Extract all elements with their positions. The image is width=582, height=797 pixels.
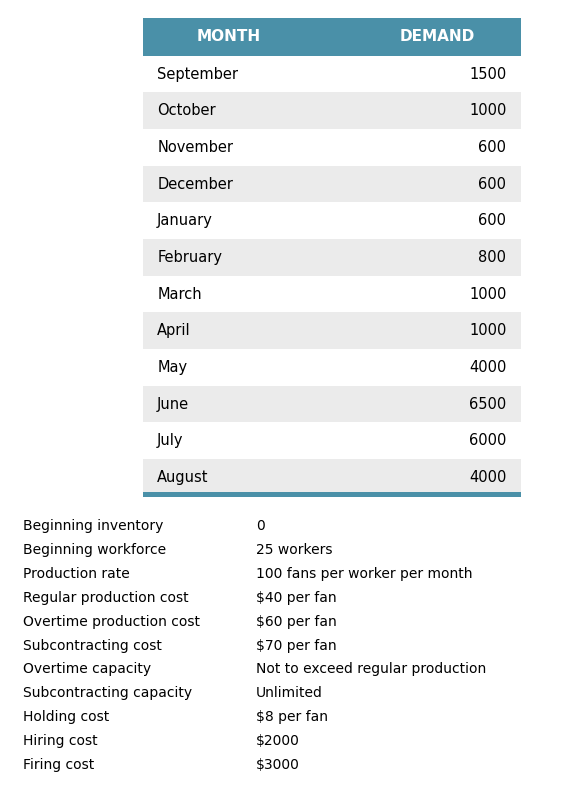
Text: January: January [157, 214, 213, 228]
Text: $8 per fan: $8 per fan [256, 710, 328, 724]
Text: Firing cost: Firing cost [23, 758, 94, 772]
Text: $3000: $3000 [256, 758, 300, 772]
Text: 1000: 1000 [469, 104, 506, 118]
Text: September: September [157, 67, 238, 81]
Text: DEMAND: DEMAND [399, 29, 475, 44]
Text: October: October [157, 104, 216, 118]
Text: Subcontracting cost: Subcontracting cost [23, 638, 162, 653]
Text: $40 per fan: $40 per fan [256, 591, 337, 605]
Text: November: November [157, 140, 233, 155]
Text: July: July [157, 434, 184, 448]
Text: Subcontracting capacity: Subcontracting capacity [23, 686, 193, 701]
Text: Hiring cost: Hiring cost [23, 734, 98, 748]
Text: Overtime capacity: Overtime capacity [23, 662, 151, 677]
Text: $70 per fan: $70 per fan [256, 638, 337, 653]
Text: Unlimited: Unlimited [256, 686, 323, 701]
Text: 800: 800 [478, 250, 506, 265]
Text: 1000: 1000 [469, 324, 506, 338]
Text: Beginning inventory: Beginning inventory [23, 519, 164, 533]
Text: $60 per fan: $60 per fan [256, 614, 337, 629]
Text: 600: 600 [478, 140, 506, 155]
Text: 6000: 6000 [469, 434, 506, 448]
Text: Regular production cost: Regular production cost [23, 591, 189, 605]
Text: 100 fans per worker per month: 100 fans per worker per month [256, 567, 473, 581]
Text: Production rate: Production rate [23, 567, 130, 581]
Text: 6500: 6500 [469, 397, 506, 411]
Text: 1000: 1000 [469, 287, 506, 301]
Text: June: June [157, 397, 189, 411]
Text: 0: 0 [256, 519, 265, 533]
Text: 1500: 1500 [469, 67, 506, 81]
Text: March: March [157, 287, 202, 301]
Text: 25 workers: 25 workers [256, 543, 332, 557]
Text: August: August [157, 470, 208, 485]
Text: $2000: $2000 [256, 734, 300, 748]
Text: 600: 600 [478, 177, 506, 191]
Text: 4000: 4000 [469, 470, 506, 485]
Text: May: May [157, 360, 187, 375]
Text: 600: 600 [478, 214, 506, 228]
Text: 4000: 4000 [469, 360, 506, 375]
Text: Not to exceed regular production: Not to exceed regular production [256, 662, 487, 677]
Text: December: December [157, 177, 233, 191]
Text: Overtime production cost: Overtime production cost [23, 614, 200, 629]
Text: February: February [157, 250, 222, 265]
Text: MONTH: MONTH [197, 29, 261, 44]
Text: Holding cost: Holding cost [23, 710, 109, 724]
Text: April: April [157, 324, 191, 338]
Text: Beginning workforce: Beginning workforce [23, 543, 166, 557]
